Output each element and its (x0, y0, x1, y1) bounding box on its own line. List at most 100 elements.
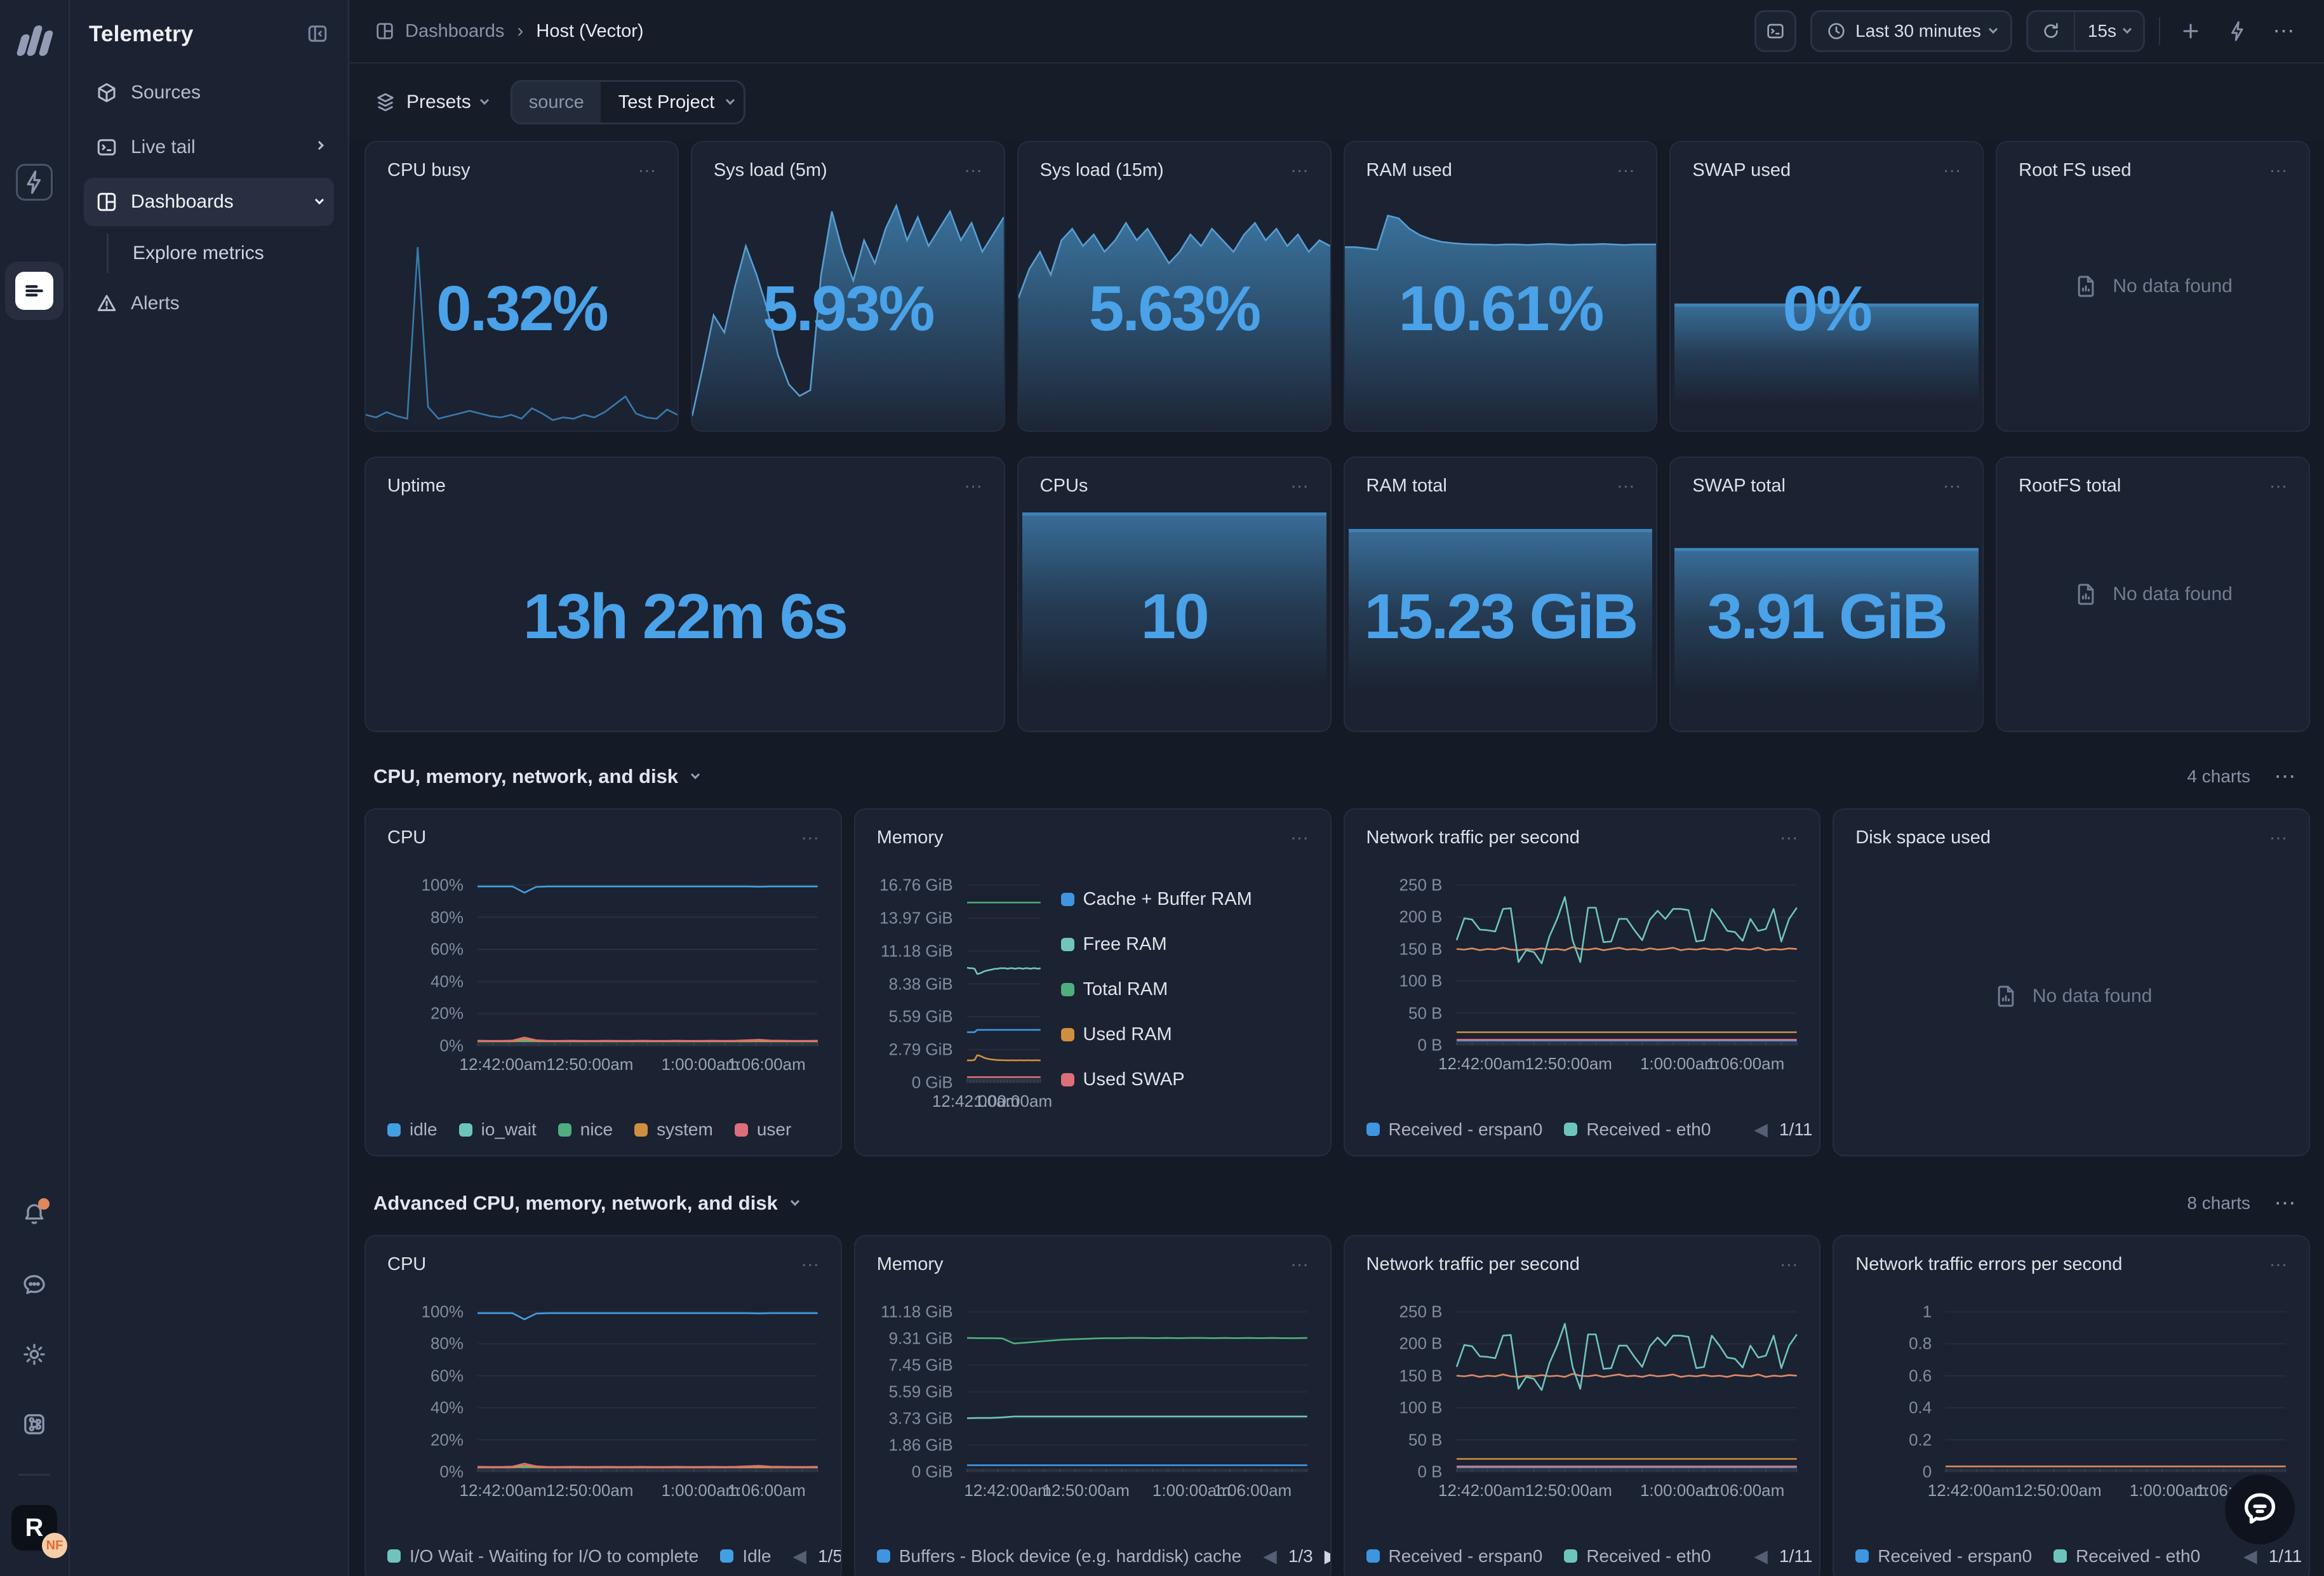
section-toggle[interactable]: Advanced CPU, memory, network, and disk (373, 1192, 799, 1215)
panel-menu-button[interactable]: … (800, 1250, 822, 1271)
y-tick-label: 0% (439, 1462, 464, 1481)
pager-next-icon[interactable]: ▶ (1325, 1546, 1330, 1566)
terminal-panel-button[interactable] (1754, 10, 1797, 52)
sidebar-item-alerts[interactable]: Alerts (84, 279, 334, 328)
panel-menu-button[interactable]: … (2269, 156, 2290, 177)
x-tick-label: 12:50:00am (1525, 1481, 1612, 1500)
legend-item-user[interactable]: user (734, 1119, 791, 1140)
legend-label: idle (410, 1119, 437, 1139)
panel-menu-button[interactable]: … (800, 823, 822, 844)
legend-pager: ◀1/11▶ (1754, 1119, 1819, 1140)
panel-menu-button[interactable]: … (2269, 1250, 2290, 1271)
sidebar-item-live-tail[interactable]: Live tail (84, 123, 334, 171)
panel-menu-button[interactable]: … (1942, 471, 1964, 492)
sidebar-collapse-button[interactable] (306, 22, 329, 47)
legend-item-i-o-wait-waiting-for-i-o-to-complete[interactable]: I/O Wait - Waiting for I/O to complete (387, 1546, 698, 1566)
plot-area (967, 1312, 1307, 1472)
time-range-label: Last 30 minutes (1855, 21, 1981, 41)
rail-telemetry-active[interactable] (5, 262, 63, 320)
legend-item-system[interactable]: system (634, 1119, 713, 1140)
y-tick-label: 3.73 GiB (888, 1408, 953, 1428)
plot-area (1457, 1312, 1797, 1472)
legend-item-io-wait[interactable]: io_wait (458, 1119, 537, 1140)
section-overflow-menu[interactable]: ⋯ (2269, 1187, 2302, 1220)
y-tick-label: 200 B (1399, 907, 1443, 926)
y-tick-label: 250 B (1399, 1302, 1443, 1321)
legend-swatch (734, 1123, 748, 1137)
stat-card-fill (1674, 304, 1979, 427)
legend-item-received-eth0[interactable]: Received - eth0 (2054, 1546, 2200, 1566)
legend-swatch (876, 1549, 890, 1563)
breadcrumb-section[interactable]: Dashboards (405, 20, 505, 41)
legend-item-received-erspan0[interactable]: Received - erspan0 (1855, 1546, 2032, 1566)
pager-prev-icon[interactable]: ◀ (2243, 1546, 2257, 1566)
source-filter[interactable]: source Test Project (510, 80, 746, 124)
legend-item-received-eth0[interactable]: Received - eth0 (1564, 1546, 1711, 1566)
chart-panel-title: Memory (876, 1254, 944, 1274)
legend-item-received-erspan0[interactable]: Received - erspan0 (1366, 1119, 1542, 1140)
y-axis-labels: 250 B 200 B 150 B 100 B 50 B 0 B (1366, 1302, 1443, 1481)
section-chart-count: 8 charts (2187, 1193, 2250, 1213)
legend-label: nice (580, 1119, 613, 1139)
section-header-0: CPU, memory, network, and disk 4 charts … (373, 760, 2302, 793)
panel-menu-button[interactable]: … (2269, 823, 2290, 844)
no-data-message: No data found (1997, 458, 2309, 731)
legend-item-idle[interactable]: idle (387, 1119, 437, 1140)
panel-menu-button[interactable]: … (1290, 823, 1311, 844)
theme-sun-icon[interactable] (14, 1334, 55, 1375)
alert-triangle-icon (97, 295, 116, 311)
panel-menu-button[interactable]: … (963, 156, 985, 177)
legend-item-nice[interactable]: nice (558, 1119, 613, 1140)
panel-body: 16.76 GiB 13.97 GiB 11.18 GiB 8.38 GiB 5.59 … (855, 848, 1330, 1155)
feedback-chat-icon[interactable] (14, 1264, 55, 1305)
workspace-avatar[interactable]: R NF (11, 1505, 67, 1558)
section-toggle[interactable]: CPU, memory, network, and disk (373, 765, 700, 788)
support-chat-button[interactable] (2225, 1474, 2295, 1544)
pager-prev-icon[interactable]: ◀ (1754, 1119, 1768, 1139)
legend-item-free-ram[interactable]: Free RAM (1060, 934, 1311, 955)
notifications-bell-icon[interactable] (14, 1194, 55, 1235)
legend-item-idle[interactable]: Idle (720, 1546, 771, 1566)
app-logo-icon[interactable] (15, 23, 54, 56)
refresh-button[interactable] (2028, 12, 2074, 50)
sidebar-item-dashboards[interactable]: Dashboards (84, 178, 334, 226)
panel-menu-button[interactable]: … (1779, 823, 1801, 844)
panel-menu-button[interactable]: … (1616, 471, 1638, 492)
add-chart-button[interactable] (2174, 15, 2207, 48)
plot-area (1946, 1312, 2286, 1472)
panel-menu-button[interactable]: … (1290, 156, 1311, 177)
legend-item-received-erspan0[interactable]: Received - erspan0 (1366, 1546, 1542, 1566)
pager-prev-icon[interactable]: ◀ (792, 1546, 807, 1566)
legend-item-cache-buffer-ram[interactable]: Cache + Buffer RAM (1060, 889, 1311, 910)
panel-menu-button[interactable]: … (1616, 156, 1638, 177)
refresh-interval-button[interactable]: 15s (2075, 12, 2143, 50)
lightning-action-button[interactable] (2221, 15, 2254, 48)
stat-card-title: RAM used (1366, 160, 1452, 180)
legend-item-received-eth0[interactable]: Received - eth0 (1564, 1119, 1711, 1140)
time-range-button[interactable]: Last 30 minutes (1810, 10, 2012, 52)
x-tick-label: 12:42:00am (932, 1092, 1020, 1111)
panel-body: 250 B 200 B 150 B 100 B 50 B 0 B 12:42:00am 12:… (1345, 1275, 1820, 1544)
section-overflow-menu[interactable]: ⋯ (2269, 760, 2302, 793)
panel-menu-button[interactable]: … (1942, 156, 1964, 177)
pager-prev-icon[interactable]: ◀ (1263, 1546, 1277, 1566)
sidebar-item-explore-metrics[interactable]: Explore metrics (107, 234, 334, 273)
panel-menu-button[interactable]: … (1290, 471, 1311, 492)
topbar-overflow-menu[interactable]: ⋯ (2268, 15, 2301, 48)
legend-item-used-swap[interactable]: Used SWAP (1060, 1069, 1311, 1090)
legend-label: Idle (742, 1546, 771, 1566)
legend-item-total-ram[interactable]: Total RAM (1060, 979, 1311, 1000)
pager-prev-icon[interactable]: ◀ (1754, 1546, 1768, 1566)
command-menu-icon[interactable] (14, 1404, 55, 1445)
lightning-rail-icon[interactable] (16, 164, 53, 201)
panel-menu-button[interactable]: … (2269, 471, 2290, 492)
sidebar-item-sources[interactable]: Sources (84, 69, 334, 117)
panel-menu-button[interactable]: … (963, 471, 985, 492)
presets-dropdown[interactable]: Presets (375, 91, 489, 113)
panel-menu-button[interactable]: … (1779, 1250, 1801, 1271)
panel-menu-button[interactable]: … (1290, 1250, 1311, 1271)
legend-item-buffers-block-device-e-g-harddisk-cache[interactable]: Buffers - Block device (e.g. harddisk) c… (876, 1546, 1241, 1566)
legend-item-used-ram[interactable]: Used RAM (1060, 1024, 1311, 1045)
panel-menu-button[interactable]: … (637, 156, 658, 177)
